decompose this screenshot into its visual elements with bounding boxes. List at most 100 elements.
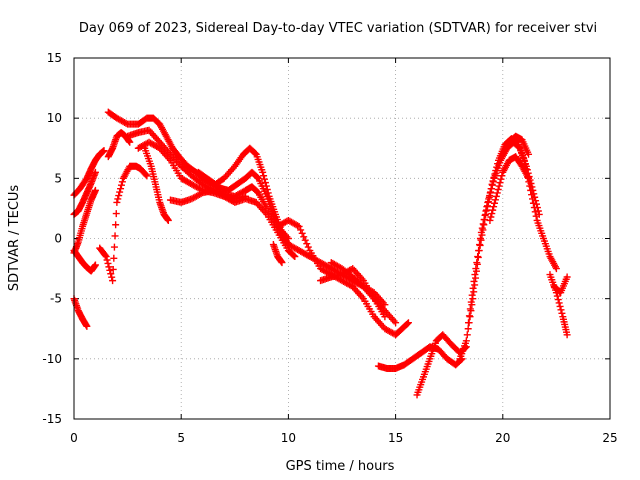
data-point: [471, 271, 479, 279]
data-point: [392, 319, 400, 327]
data-point: [487, 188, 495, 196]
data-point: [492, 192, 500, 200]
data-point: [529, 186, 537, 194]
series-arc-k: [141, 144, 172, 224]
series-arc-d: [70, 247, 99, 275]
data-point: [404, 320, 412, 328]
data-point: [108, 273, 116, 281]
data-point: [497, 175, 505, 183]
data-point: [91, 168, 99, 176]
data-point: [404, 319, 412, 327]
series-arc-w: [486, 153, 533, 224]
data-point: [102, 253, 110, 261]
data-point: [480, 216, 488, 224]
ticks: 0 5 10 15 20 25 -15 -10 -5 0 5 10 15: [42, 51, 617, 445]
y-axis-label: SDTVAR / TECUs: [7, 185, 22, 292]
data-point: [290, 252, 298, 260]
data-point: [110, 243, 118, 251]
data-point: [530, 190, 538, 198]
series-arc-o: [274, 216, 412, 339]
data-point: [117, 185, 125, 193]
data-point: [486, 216, 494, 224]
data-point: [553, 292, 561, 300]
data-point: [482, 207, 490, 215]
data-point: [462, 337, 470, 345]
data-point: [114, 195, 122, 203]
data-point: [219, 192, 227, 200]
data-point: [113, 198, 121, 206]
series-arc-f: [96, 162, 151, 285]
series-arc-t: [413, 331, 470, 399]
data-point: [111, 232, 119, 240]
data-point: [465, 312, 473, 320]
data-point: [491, 199, 499, 207]
data-point: [483, 203, 491, 211]
data-point: [476, 241, 484, 249]
data-point: [164, 216, 172, 224]
data-point: [304, 243, 312, 251]
data-point: [103, 256, 111, 264]
grid: [74, 58, 610, 419]
y-tick-label: -10: [42, 352, 62, 366]
data-point: [467, 298, 475, 306]
y-tick-label: 0: [54, 232, 62, 246]
data-point: [105, 263, 113, 271]
data-point: [535, 210, 543, 218]
data-point: [83, 322, 91, 330]
data-point: [494, 186, 502, 194]
data-point: [294, 222, 302, 230]
data-point: [485, 195, 493, 203]
data-point: [143, 172, 151, 180]
data-point: [100, 147, 108, 155]
data-point: [122, 119, 130, 127]
series-arc-e: [70, 295, 91, 330]
data-point: [472, 265, 480, 273]
data-point: [347, 265, 355, 273]
data-point: [464, 319, 472, 327]
data-point: [261, 175, 269, 183]
data-point: [381, 313, 389, 321]
series-arc-y: [546, 271, 571, 339]
x-tick-label: 20: [495, 431, 510, 445]
data-point: [495, 182, 503, 190]
data-point: [109, 265, 117, 273]
data-point: [295, 222, 303, 230]
data-point: [479, 220, 487, 228]
data-point: [301, 236, 309, 244]
data-point: [531, 193, 539, 201]
chart-title: Day 069 of 2023, Sidereal Day-to-day VTE…: [79, 21, 597, 36]
data-point: [263, 186, 271, 194]
data-point: [291, 253, 299, 261]
x-tick-label: 0: [70, 431, 78, 445]
data-points: [70, 108, 571, 399]
data-point: [481, 211, 489, 219]
y-tick-label: 15: [47, 51, 62, 65]
data-point: [242, 192, 250, 200]
data-point: [126, 138, 134, 146]
x-axis-label: GPS time / hours: [286, 459, 395, 474]
data-point: [533, 204, 541, 212]
data-point: [525, 174, 533, 182]
data-point: [300, 233, 308, 241]
data-point: [91, 261, 99, 269]
data-point: [488, 181, 496, 189]
data-point: [469, 284, 477, 292]
data-point: [259, 168, 267, 176]
data-point: [488, 210, 496, 218]
data-point: [557, 306, 565, 314]
data-point: [490, 203, 498, 211]
plot-frame: [73, 57, 611, 420]
data-point: [477, 228, 485, 236]
data-point: [555, 299, 563, 307]
data-point: [278, 259, 286, 267]
x-tick-label: 5: [177, 431, 185, 445]
data-point: [532, 200, 540, 208]
data-point: [110, 254, 118, 262]
data-point: [531, 208, 539, 216]
data-point: [112, 210, 120, 218]
data-point: [493, 189, 501, 197]
data-point: [101, 251, 109, 259]
data-point: [486, 192, 494, 200]
series-arc-r: [327, 259, 389, 321]
data-point: [491, 196, 499, 204]
